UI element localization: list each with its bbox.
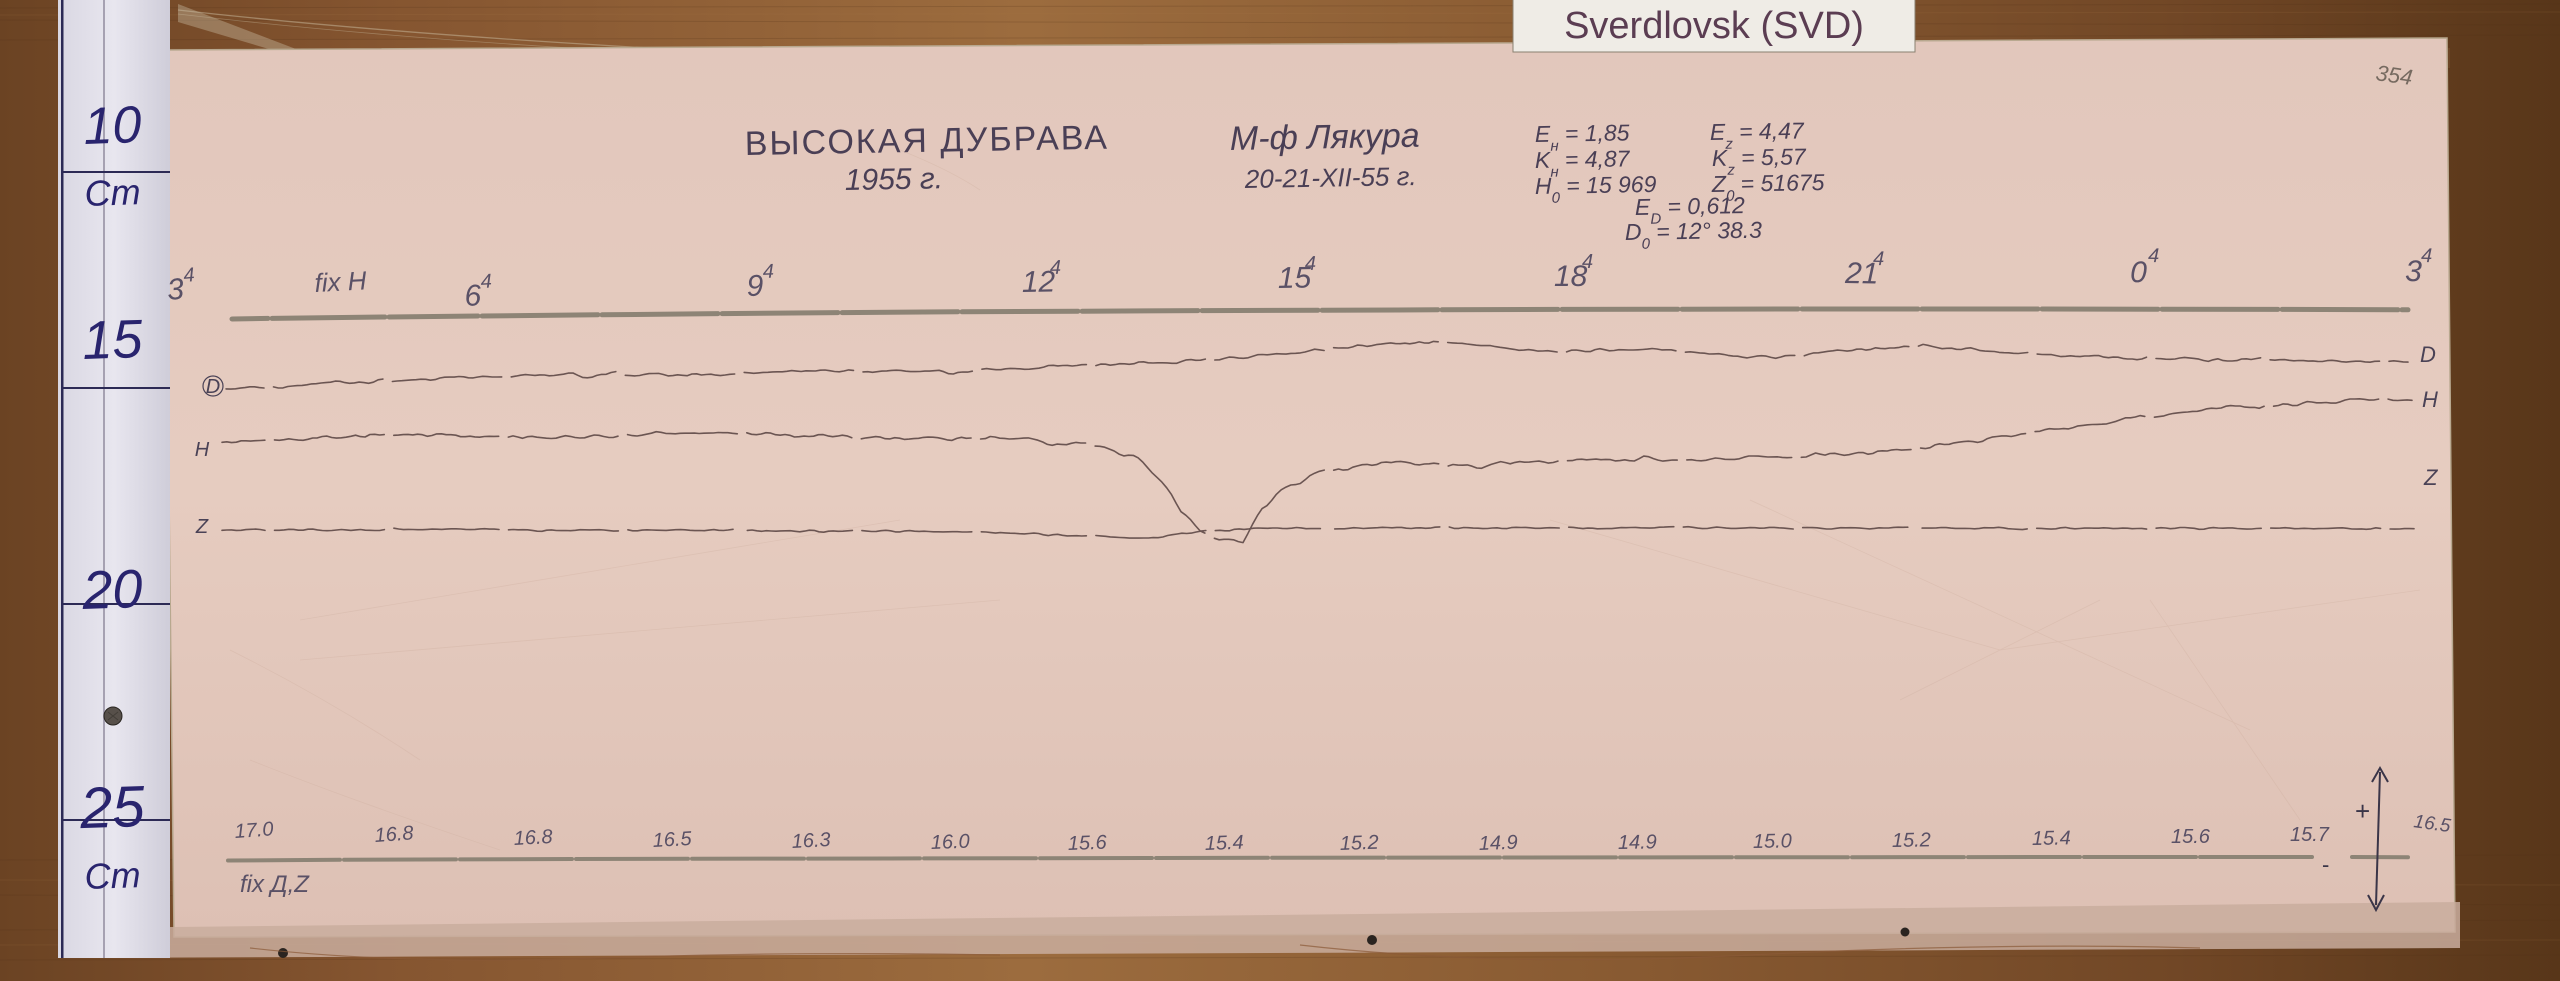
svg-text:H: H xyxy=(195,439,210,461)
svg-text:D: D xyxy=(2420,342,2436,367)
svg-text:15.4: 15.4 xyxy=(2032,827,2071,850)
svg-text:14.9: 14.9 xyxy=(1618,831,1657,854)
svg-text:4: 4 xyxy=(1050,257,1062,279)
svg-text:4: 4 xyxy=(480,270,492,293)
svg-text:4: 4 xyxy=(1582,251,1593,273)
svg-text:15.2: 15.2 xyxy=(1339,832,1379,855)
svg-text:20-21-XII-55 г.: 20-21-XII-55 г. xyxy=(1244,161,1417,194)
svg-text:17.0: 17.0 xyxy=(234,818,274,843)
svg-text:D: D xyxy=(206,376,220,398)
svg-text:354: 354 xyxy=(2374,60,2414,90)
svg-text:16.8: 16.8 xyxy=(513,826,553,850)
svg-text:4: 4 xyxy=(1873,248,1885,270)
svg-text:20: 20 xyxy=(80,559,143,621)
svg-text:6: 6 xyxy=(464,279,483,313)
svg-text:fix Д,Z: fix Д,Z xyxy=(240,871,310,898)
svg-text:4: 4 xyxy=(2421,245,2433,267)
svg-text:Z: Z xyxy=(195,516,209,538)
svg-text:1955 г.: 1955 г. xyxy=(845,162,944,197)
svg-text:Cm: Cm xyxy=(84,171,141,214)
svg-text:H: H xyxy=(2422,387,2438,412)
svg-text:М-ф Лякура: М-ф Лякура xyxy=(1229,117,1419,158)
svg-text:15.7: 15.7 xyxy=(2290,824,2330,846)
svg-text:16.5: 16.5 xyxy=(652,828,693,852)
svg-text:3: 3 xyxy=(2405,255,2423,288)
svg-text:fix H: fix H xyxy=(314,265,368,298)
svg-text:Sverdlovsk (SVD): Sverdlovsk (SVD) xyxy=(1564,5,1864,47)
svg-text:4: 4 xyxy=(762,261,774,283)
svg-text:4: 4 xyxy=(1305,253,1317,275)
svg-text:0: 0 xyxy=(2130,256,2148,289)
svg-text:ВЫСОКАЯ ДУБРАВА: ВЫСОКАЯ ДУБРАВА xyxy=(744,119,1109,163)
svg-text:15.0: 15.0 xyxy=(1753,830,1792,853)
svg-text:4: 4 xyxy=(2148,245,2160,267)
svg-text:14.9: 14.9 xyxy=(1478,832,1518,855)
svg-text:Cm: Cm xyxy=(84,854,141,897)
svg-text:+: + xyxy=(2355,796,2370,826)
svg-text:15.4: 15.4 xyxy=(1204,832,1244,855)
svg-text:16.0: 16.0 xyxy=(930,831,970,854)
svg-text:15: 15 xyxy=(81,309,144,371)
svg-text:4: 4 xyxy=(183,264,196,287)
svg-text:16.8: 16.8 xyxy=(374,822,414,847)
svg-text:-: - xyxy=(2322,852,2329,877)
svg-text:25: 25 xyxy=(78,774,146,841)
svg-text:15.6: 15.6 xyxy=(2171,826,2211,848)
svg-text:16.3: 16.3 xyxy=(791,829,831,853)
svg-text:3: 3 xyxy=(166,273,186,307)
svg-text:15.2: 15.2 xyxy=(1892,829,1931,852)
svg-text:15.6: 15.6 xyxy=(1067,832,1108,855)
svg-text:9: 9 xyxy=(746,269,764,303)
svg-text:10: 10 xyxy=(82,96,142,156)
svg-text:Z: Z xyxy=(2423,465,2439,490)
